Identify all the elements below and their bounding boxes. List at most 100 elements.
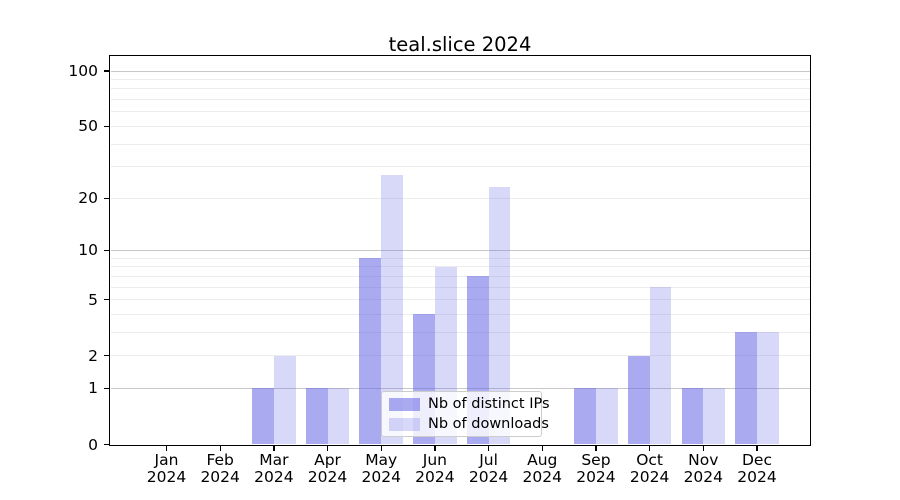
gridline-minor xyxy=(110,275,810,277)
x-tick-label: Jun 2024 xyxy=(392,452,478,485)
legend-label: Nb of distinct IPs xyxy=(428,396,550,412)
gridline-minor xyxy=(110,143,810,145)
x-tick xyxy=(595,444,597,451)
x-tick xyxy=(380,444,382,451)
y-tick-label: 100 xyxy=(68,62,98,81)
x-tick-label: Feb 2024 xyxy=(177,452,263,485)
y-tick xyxy=(104,387,110,390)
x-tick xyxy=(219,444,221,451)
x-tick xyxy=(648,444,651,451)
legend: Nb of distinct IPs Nb of downloads xyxy=(381,391,550,437)
x-tick-label-line: Aug xyxy=(527,451,558,469)
x-tick xyxy=(541,444,543,451)
bar-distinct-ips xyxy=(574,388,596,445)
bar-distinct-ips xyxy=(305,388,328,445)
y-tick xyxy=(104,249,110,252)
x-tick-label-line: 2024 xyxy=(200,467,240,486)
distinct-ips-swatch xyxy=(389,397,420,411)
x-tick-label-line: 2024 xyxy=(146,467,187,486)
x-tick-label: Jan 2024 xyxy=(124,452,210,485)
y-tick-label: 20 xyxy=(78,189,98,208)
bar-downloads xyxy=(488,187,511,445)
x-tick xyxy=(487,444,490,451)
x-tick-label: Jul 2024 xyxy=(446,452,532,485)
y-tick xyxy=(104,70,110,72)
x-tick-label-line: Nov xyxy=(688,451,719,469)
x-tick xyxy=(756,444,758,451)
bar-distinct-ips xyxy=(681,388,704,445)
x-tick xyxy=(434,444,436,451)
x-tick xyxy=(326,444,329,451)
x-tick-label-line: 2024 xyxy=(737,467,777,486)
legend-item: Nb of distinct IPs xyxy=(389,394,550,414)
gridline-major xyxy=(110,387,810,389)
y-tick-label: 0 xyxy=(88,435,98,454)
x-tick-label-line: May xyxy=(365,451,398,469)
bar-downloads xyxy=(649,287,672,445)
x-tick-label: May 2024 xyxy=(338,452,424,485)
bar-downloads xyxy=(273,355,296,445)
gridline-minor xyxy=(110,197,810,199)
x-tick-label-line: 2024 xyxy=(307,467,348,486)
x-tick-label-line: Dec xyxy=(741,451,772,469)
y-tick xyxy=(104,443,110,446)
legend-item: Nb of downloads xyxy=(389,414,549,434)
plot-area xyxy=(110,57,810,445)
chart-title: teal.slice 2024 xyxy=(388,33,532,56)
bar-distinct-ips xyxy=(735,332,757,445)
gridline-minor xyxy=(110,355,810,357)
x-tick-label-line: 2024 xyxy=(361,467,401,486)
x-tick-label-line: 2024 xyxy=(522,467,562,486)
y-tick-label: 2 xyxy=(88,346,98,365)
x-tick-label-line: 2024 xyxy=(468,467,509,486)
x-tick-label-line: Jul xyxy=(479,451,498,469)
x-tick-label-line: Sep xyxy=(581,451,611,469)
y-tick-label: 50 xyxy=(78,117,98,136)
gridline-minor xyxy=(110,79,810,81)
bar-distinct-ips xyxy=(627,355,650,445)
x-tick-label: Dec 2024 xyxy=(714,452,800,485)
x-tick-label-line: 2024 xyxy=(683,467,724,486)
bar-distinct-ips xyxy=(252,388,274,445)
bar-downloads xyxy=(381,174,404,445)
x-tick-label-line: 2024 xyxy=(254,467,294,486)
x-tick-label: Oct 2024 xyxy=(607,452,693,485)
x-tick-label: Sep 2024 xyxy=(553,452,639,485)
gridline-minor xyxy=(110,99,810,101)
x-tick-label-line: Jan xyxy=(154,451,179,469)
gridline-minor xyxy=(110,125,810,127)
gridline-minor xyxy=(110,331,810,333)
x-tick-label-line: 2024 xyxy=(415,467,455,486)
gridline-major xyxy=(110,249,810,251)
x-tick-label: Nov 2024 xyxy=(660,452,746,485)
x-tick-label-line: Oct xyxy=(636,451,664,469)
gridline-major xyxy=(110,70,810,72)
x-tick xyxy=(702,444,704,451)
gridline-minor xyxy=(110,111,810,113)
bar-distinct-ips xyxy=(359,258,382,445)
gridline-minor xyxy=(110,266,810,268)
y-tick xyxy=(104,125,110,128)
legend-label: Nb of downloads xyxy=(428,416,549,432)
gridline-minor xyxy=(110,299,810,301)
x-tick-label-line: Apr xyxy=(314,451,341,469)
gridline-minor xyxy=(110,286,810,288)
bar-downloads xyxy=(756,332,779,445)
bar-downloads xyxy=(327,388,350,445)
gridline-minor xyxy=(110,166,810,168)
x-tick-label: Mar 2024 xyxy=(231,452,317,485)
gridline-minor xyxy=(110,257,810,259)
x-tick-label-line: 2024 xyxy=(576,467,616,486)
y-tick-label: 10 xyxy=(78,241,98,260)
gridline-minor xyxy=(110,88,810,90)
y-tick xyxy=(104,197,110,199)
bar-downloads xyxy=(703,388,726,445)
x-tick-label: Aug 2024 xyxy=(499,452,585,485)
x-tick xyxy=(165,444,168,451)
y-tick-label: 5 xyxy=(88,290,98,309)
bar-downloads xyxy=(595,388,618,445)
x-tick-label-line: Mar xyxy=(259,451,289,469)
y-tick-label: 1 xyxy=(88,379,98,398)
y-tick xyxy=(104,298,110,301)
